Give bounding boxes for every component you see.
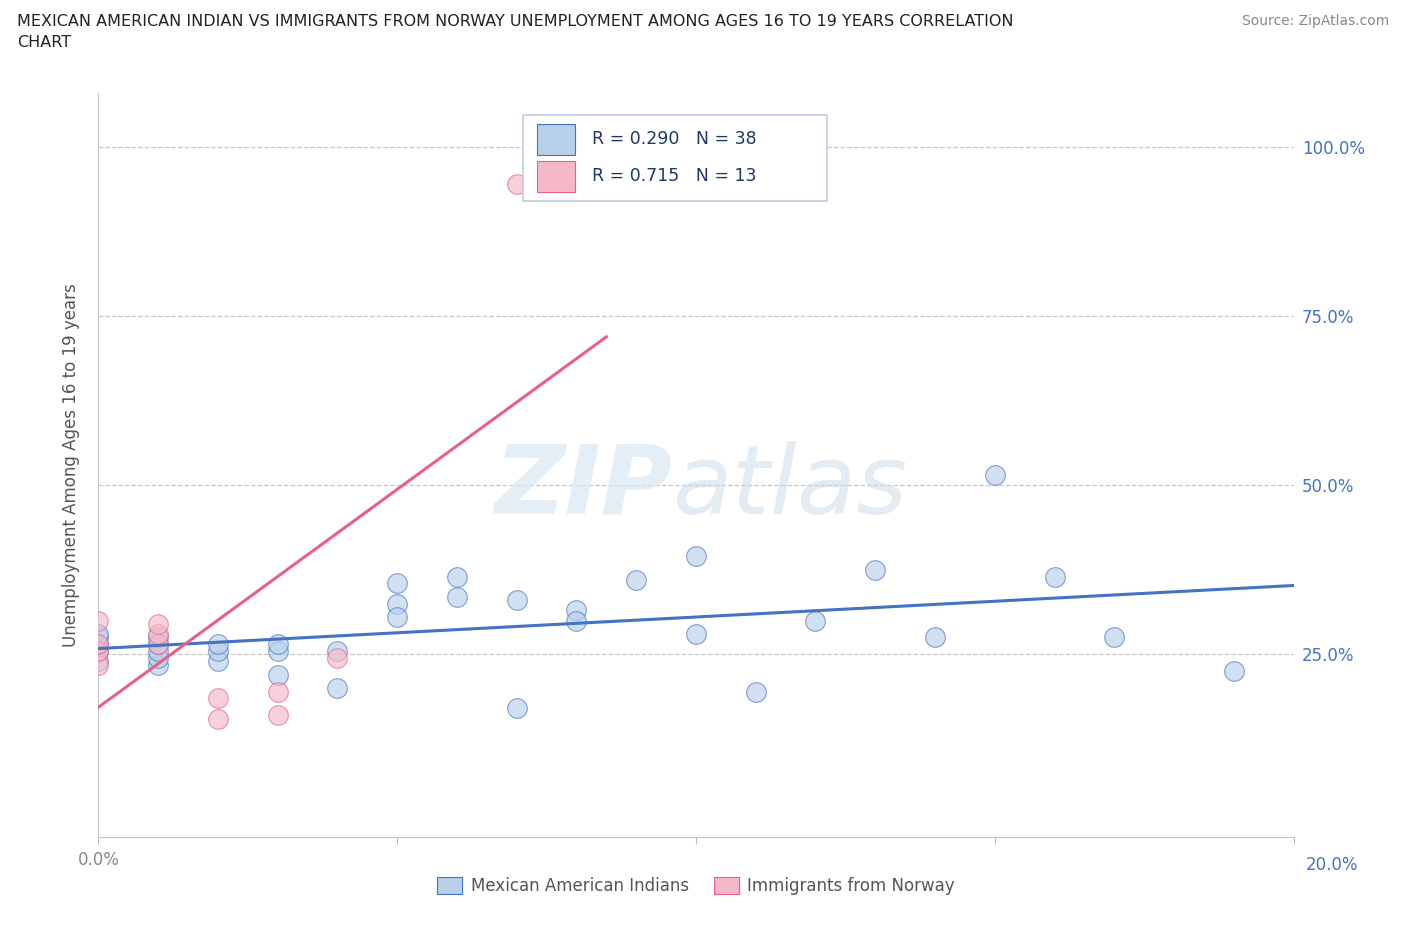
Text: R = 0.290   N = 38: R = 0.290 N = 38 xyxy=(592,130,756,148)
Point xyxy=(267,684,290,699)
Point xyxy=(385,610,409,625)
Point xyxy=(865,563,887,578)
Point xyxy=(804,613,827,628)
Point xyxy=(207,691,229,706)
Point xyxy=(148,650,170,665)
Text: Source: ZipAtlas.com: Source: ZipAtlas.com xyxy=(1241,14,1389,28)
Point xyxy=(87,613,110,628)
Point xyxy=(87,644,110,658)
Point xyxy=(506,592,529,607)
Point xyxy=(326,644,349,658)
Point xyxy=(148,658,170,672)
Point xyxy=(87,627,110,642)
Point xyxy=(685,627,707,642)
Point xyxy=(446,590,468,604)
Point xyxy=(87,658,110,672)
Point xyxy=(565,603,588,618)
Point xyxy=(148,644,170,658)
Point xyxy=(326,681,349,696)
Point xyxy=(87,630,110,644)
Point xyxy=(385,596,409,611)
Legend: Mexican American Indians, Immigrants from Norway: Mexican American Indians, Immigrants fro… xyxy=(429,869,963,903)
Point xyxy=(148,630,170,644)
Text: R = 0.715   N = 13: R = 0.715 N = 13 xyxy=(592,167,756,185)
Point xyxy=(984,468,1007,483)
Point xyxy=(626,573,648,588)
Point xyxy=(207,654,229,669)
Point xyxy=(326,650,349,665)
Text: MEXICAN AMERICAN INDIAN VS IMMIGRANTS FROM NORWAY UNEMPLOYMENT AMONG AGES 16 TO : MEXICAN AMERICAN INDIAN VS IMMIGRANTS FR… xyxy=(17,14,1014,29)
Point xyxy=(148,617,170,631)
Point xyxy=(87,654,110,669)
Point xyxy=(1043,569,1066,584)
Point xyxy=(685,549,707,564)
Point xyxy=(148,637,170,652)
Point xyxy=(207,711,229,726)
Point xyxy=(207,644,229,658)
Point xyxy=(87,637,110,652)
Text: ZIP: ZIP xyxy=(494,441,672,534)
Point xyxy=(87,644,110,658)
Point xyxy=(207,637,229,652)
Point xyxy=(1223,664,1246,679)
Point xyxy=(385,576,409,591)
Y-axis label: Unemployment Among Ages 16 to 19 years: Unemployment Among Ages 16 to 19 years xyxy=(62,283,80,647)
Bar xyxy=(537,161,575,192)
FancyBboxPatch shape xyxy=(523,115,827,201)
Bar xyxy=(537,124,575,154)
Point xyxy=(506,177,529,192)
Point xyxy=(267,708,290,723)
Point xyxy=(148,627,170,642)
Point xyxy=(267,644,290,658)
Point xyxy=(745,684,768,699)
Point xyxy=(87,637,110,652)
Point xyxy=(267,637,290,652)
Point xyxy=(565,613,588,628)
Point xyxy=(446,569,468,584)
Text: atlas: atlas xyxy=(672,441,907,534)
Text: CHART: CHART xyxy=(17,35,70,50)
Text: 20.0%: 20.0% xyxy=(1306,856,1358,873)
Point xyxy=(148,637,170,652)
Point xyxy=(267,667,290,682)
Point xyxy=(506,701,529,716)
Point xyxy=(924,630,946,644)
Point xyxy=(1104,630,1126,644)
